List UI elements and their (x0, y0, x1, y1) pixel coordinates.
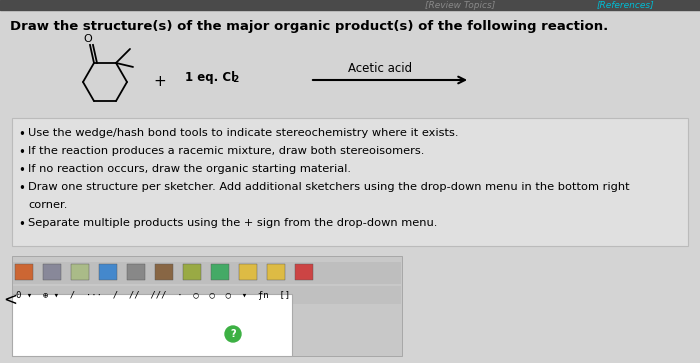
Bar (43, 264, 61, 280)
Text: Draw the structure(s) of the major organic product(s) of the following reaction.: Draw the structure(s) of the major organ… (10, 20, 608, 33)
Bar (12, 118, 688, 246)
Bar (155, 264, 173, 280)
Bar (12, 294, 292, 356)
Text: corner.: corner. (28, 200, 67, 210)
Text: If the reaction produces a racemic mixture, draw both stereoisomers.: If the reaction produces a racemic mixtu… (28, 146, 424, 156)
Text: ?: ? (230, 329, 236, 339)
Text: O: O (83, 34, 92, 44)
Text: 1 eq. Cl: 1 eq. Cl (185, 70, 235, 83)
Bar (0, 0, 700, 10)
Bar (239, 264, 257, 280)
Text: •: • (18, 182, 25, 195)
Text: 0 ▾  ⊕ ▾  /  ···  /  //  ///  ·  ○  ○  ○  ▾  ƒn  []: 0 ▾ ⊕ ▾ / ··· / // /// · ○ ○ ○ ▾ ƒn [] (16, 290, 290, 299)
Bar (211, 264, 229, 280)
Text: 2: 2 (232, 76, 238, 85)
Text: If no reaction occurs, draw the organic starting material.: If no reaction occurs, draw the organic … (28, 164, 351, 174)
Bar (127, 264, 145, 280)
Bar (12, 256, 402, 356)
Text: Acetic acid: Acetic acid (348, 61, 412, 74)
Bar (183, 264, 201, 280)
Text: Draw one structure per sketcher. Add additional sketchers using the drop-down me: Draw one structure per sketcher. Add add… (28, 182, 629, 192)
Circle shape (225, 326, 241, 342)
Text: •: • (18, 146, 25, 159)
Text: [Review Topics]: [Review Topics] (425, 0, 495, 9)
Text: •: • (18, 164, 25, 177)
Bar (15, 264, 33, 280)
Text: [References]: [References] (596, 0, 654, 9)
Text: <: < (3, 291, 17, 309)
Bar (71, 264, 89, 280)
Text: +: + (153, 74, 167, 90)
Bar (267, 264, 285, 280)
Bar (13, 262, 401, 284)
Text: Use the wedge/hash bond tools to indicate stereochemistry where it exists.: Use the wedge/hash bond tools to indicat… (28, 128, 458, 138)
Bar (295, 264, 313, 280)
Text: •: • (18, 218, 25, 231)
Text: •: • (18, 128, 25, 141)
Text: Separate multiple products using the + sign from the drop-down menu.: Separate multiple products using the + s… (28, 218, 438, 228)
Bar (99, 264, 117, 280)
Bar (13, 286, 401, 304)
